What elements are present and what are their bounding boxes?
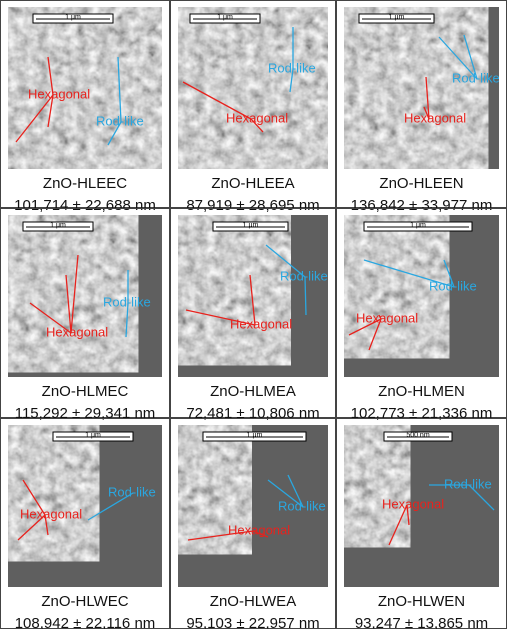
sample-name: ZnO-HLEEA	[211, 175, 294, 192]
annotation-label: Rod-like	[108, 484, 156, 499]
annotation-label: Hexagonal	[46, 324, 108, 339]
sem-image: 1 μm Rod-like Hexagonal	[318, 0, 500, 171]
sample-name: ZnO-HLEEN	[379, 175, 463, 192]
sample-name: ZnO-HLWEN	[378, 593, 465, 610]
sample-name: ZnO-HLMEC	[42, 383, 129, 400]
annotation-label: Rod-like	[268, 60, 316, 75]
scale-bar-label: 1 μm	[410, 222, 426, 229]
annotation-label: Rod-like	[96, 113, 144, 128]
particle-size: 108,942 ± 22,116 nm	[15, 615, 156, 629]
sample-name: ZnO-HLWEC	[41, 593, 128, 610]
particle-size: 95,103 ± 22,957 nm	[186, 615, 319, 629]
annotation-label: Rod-like	[280, 268, 328, 283]
annotation-label: Hexagonal	[356, 310, 418, 325]
image-texture	[318, 0, 489, 171]
annotation-label: Hexagonal	[28, 86, 90, 101]
particle-size: 102,773 ± 21,336 nm	[351, 405, 493, 422]
annotation-label: Rod-like	[429, 278, 477, 293]
panel: 1 μm Hexagonal Rod-like ZnO-HLEEC 101,714 ± …	[1, 1, 178, 214]
scale-bar-label: 1 μm	[243, 222, 259, 229]
annotation-label: Hexagonal	[228, 522, 290, 537]
particle-size: 136,842 ± 33,977 nm	[351, 197, 493, 214]
annotation-label: Rod-like	[278, 498, 326, 513]
annotation-label: Rod-like	[103, 294, 151, 309]
particle-size: 101,714 ± 22,688 nm	[14, 197, 156, 214]
particle-size: 93,247 ± 13,865 nm	[355, 615, 488, 629]
annotation-label: Rod-like	[444, 476, 492, 491]
sem-image: 1 μm Rod-like Hexagonal	[165, 0, 330, 178]
page: {"panels": [ {"name": "ZnO-HLEEC", "size…	[0, 0, 507, 629]
sem-image: 1 μm Hexagonal Rod-like	[8, 7, 177, 185]
panel: 1 μm Rod-like Hexagonal ZnO-HLMEC 115,292 ± …	[0, 194, 170, 422]
scale-bar-label: 1 μm	[85, 432, 101, 439]
image-texture	[0, 194, 138, 372]
annotation-label: Hexagonal	[230, 316, 292, 331]
sample-name: ZnO-HLMEN	[378, 383, 465, 400]
annotation-label: Hexagonal	[404, 110, 466, 125]
particle-size: 87,919 ± 28,695 nm	[186, 197, 319, 214]
sample-name: ZnO-HLWEA	[210, 593, 296, 610]
scale-bar-label: 1 μm	[217, 14, 233, 21]
figure: 1 μmHexagonalRod-likeZnO-HLEEC101,714 ± …	[0, 0, 507, 629]
annotation-label: Rod-like	[452, 70, 500, 85]
annotation-label: Hexagonal	[226, 110, 288, 125]
annotation-label: Hexagonal	[382, 496, 444, 511]
sample-name: ZnO-HLEEC	[43, 175, 127, 192]
scale-bar-label: 1 μm	[65, 14, 81, 21]
scale-bar-label: 1 μm	[50, 222, 66, 229]
particle-size: 115,292 ± 29,341 nm	[15, 405, 156, 422]
scale-bar-label: 1 μm	[247, 432, 263, 439]
panel: 1 μm Rod-like Hexagonal ZnO-HLEEA 87,919 ± 2…	[165, 0, 336, 214]
scale-bar-label: 500 nm	[406, 432, 430, 439]
scale-bar-label: 1 μm	[389, 14, 405, 21]
image-texture	[165, 0, 330, 178]
sample-name: ZnO-HLMEA	[210, 383, 296, 400]
panel: 1 μm Rod-like Hexagonal ZnO-HLEEN 136,842 ± …	[318, 0, 507, 214]
annotation-label: Hexagonal	[20, 506, 82, 521]
particle-size: 72,481 ± 10,806 nm	[186, 405, 319, 422]
sem-image: 1 μm Rod-like Hexagonal	[0, 194, 162, 377]
